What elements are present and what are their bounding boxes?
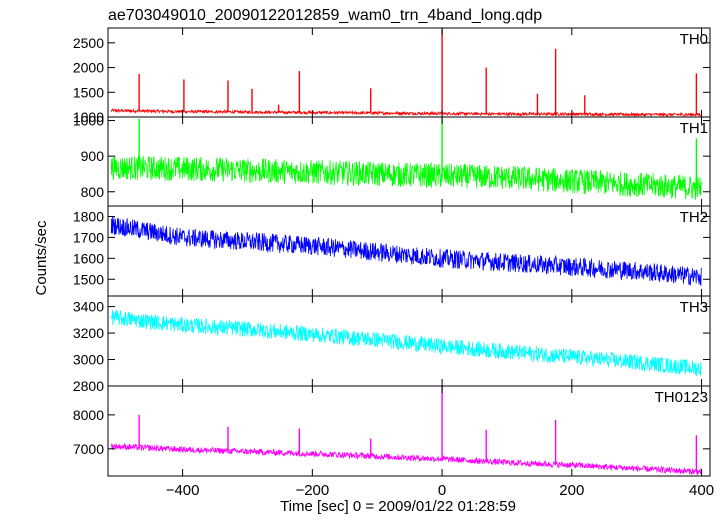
y-tick-label: 1600 bbox=[73, 250, 104, 266]
panel-th3: 2800 3000 3200 3400 TH3 bbox=[73, 295, 711, 394]
x-tick-label: 0 bbox=[438, 482, 446, 499]
y-tick-label: 1700 bbox=[73, 229, 104, 245]
panel-label: TH0 bbox=[680, 31, 708, 48]
y-tick-label: 3200 bbox=[73, 325, 104, 341]
y-tick-label: 8000 bbox=[73, 407, 104, 423]
x-axis-label: Time [sec] 0 = 2009/01/22 01:28:59 bbox=[280, 498, 516, 515]
x-tick-label: 400 bbox=[689, 482, 714, 499]
panel-label: TH3 bbox=[680, 299, 708, 316]
x-axis: −400 −200 0 200 400 bbox=[166, 482, 714, 499]
chart-title: ae703049010_20090122012859_wam0_trn_4ban… bbox=[108, 7, 542, 24]
x-tick-label: 200 bbox=[559, 482, 584, 499]
panels-group: 1000 1500 2000 2500 TH0 800 900 1000 TH1 1500 1600… bbox=[73, 27, 711, 477]
panel-label: TH0123 bbox=[655, 389, 708, 406]
panel-th2: 1500 1600 1700 1800 TH2 bbox=[73, 205, 711, 297]
y-tick-label: 7000 bbox=[73, 441, 104, 457]
y-tick-label: 1800 bbox=[73, 208, 104, 224]
y-tick-label: 1500 bbox=[73, 84, 104, 100]
panel-label: TH2 bbox=[680, 209, 708, 226]
y-tick-label: 2800 bbox=[73, 378, 104, 394]
series-line-th2 bbox=[110, 216, 702, 287]
panel-th0123: 7000 8000 TH0123 bbox=[73, 385, 711, 477]
panel-frame bbox=[107, 385, 711, 477]
panel-label: TH1 bbox=[680, 120, 708, 137]
y-tick-label: 3400 bbox=[73, 299, 104, 315]
y-tick-label: 2500 bbox=[73, 35, 104, 51]
series-line-th0 bbox=[110, 107, 702, 117]
series-line-th0123 bbox=[110, 443, 702, 476]
y-tick-label: 1000 bbox=[73, 113, 104, 129]
panel-frame bbox=[107, 27, 711, 118]
y-tick-label: 800 bbox=[81, 184, 105, 200]
series-line-th1 bbox=[110, 155, 702, 200]
y-tick-label: 900 bbox=[81, 148, 105, 164]
panel-th0: 1000 1500 2000 2500 TH0 bbox=[73, 27, 711, 125]
series-line-th3 bbox=[110, 310, 702, 377]
y-tick-label: 1000 bbox=[73, 109, 104, 125]
y-tick-label: 1500 bbox=[73, 271, 104, 287]
y-axis-label: Counts/sec bbox=[33, 220, 50, 296]
y-tick-label: 3000 bbox=[73, 352, 104, 368]
panel-th1: 800 900 1000 TH1 bbox=[73, 113, 711, 207]
x-tick-label: −400 bbox=[166, 482, 200, 499]
x-tick-label: −200 bbox=[295, 482, 329, 499]
y-tick-label: 2000 bbox=[73, 60, 104, 76]
